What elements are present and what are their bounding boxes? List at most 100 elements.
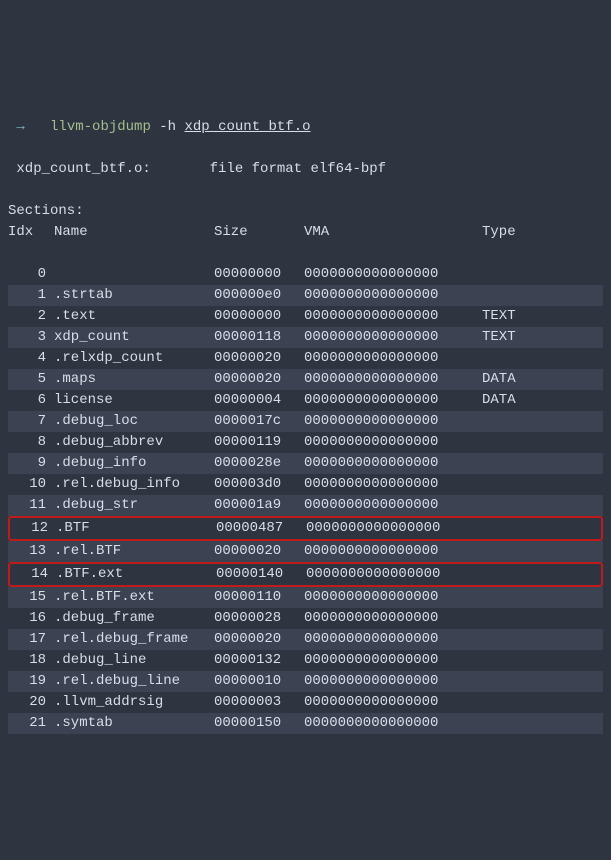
filename-label: xdp_count_btf.o: xyxy=(16,161,150,177)
row-size: 000001a9 xyxy=(214,495,304,516)
table-row: 10.rel.debug_info000003d0000000000000000… xyxy=(8,474,603,495)
row-size: 00000140 xyxy=(216,564,306,585)
row-name: license xyxy=(54,390,214,411)
row-vma: 0000000000000000 xyxy=(304,306,482,327)
row-name: .debug_loc xyxy=(54,411,214,432)
prompt-line: → llvm-objdump -h xdp_count_btf.o xyxy=(8,119,311,135)
row-size: 00000000 xyxy=(214,264,304,285)
header-name: Name xyxy=(54,222,214,243)
row-idx: 18 xyxy=(8,650,46,671)
row-name: xdp_count xyxy=(54,327,214,348)
command-name: llvm-objdump xyxy=(50,119,151,135)
table-row: 9.debug_info0000028e0000000000000000 xyxy=(8,453,603,474)
row-vma: 0000000000000000 xyxy=(304,369,482,390)
row-idx: 10 xyxy=(8,474,46,495)
table-row: 1.strtab000000e00000000000000000 xyxy=(8,285,603,306)
row-size: 00000020 xyxy=(214,541,304,562)
row-size: 00000110 xyxy=(214,587,304,608)
row-size: 00000028 xyxy=(214,608,304,629)
row-vma: 0000000000000000 xyxy=(304,432,482,453)
row-name: .rel.debug_info xyxy=(54,474,214,495)
row-name: .llvm_addrsig xyxy=(54,692,214,713)
row-size: 000000e0 xyxy=(214,285,304,306)
row-size: 00000150 xyxy=(214,713,304,734)
table-row: 16.debug_frame000000280000000000000000 xyxy=(8,608,603,629)
row-idx: 12 xyxy=(10,518,48,539)
row-vma: 0000000000000000 xyxy=(304,608,482,629)
row-name: .rel.debug_line xyxy=(54,671,214,692)
sections-label: Sections: xyxy=(8,203,84,219)
row-idx: 5 xyxy=(8,369,46,390)
row-idx: 7 xyxy=(8,411,46,432)
file-format-label: file format xyxy=(210,161,302,177)
row-name: .debug_str xyxy=(54,495,214,516)
row-idx: 20 xyxy=(8,692,46,713)
row-type: DATA xyxy=(482,390,516,411)
row-idx: 6 xyxy=(8,390,46,411)
table-row: 7 .debug_loc0000017c0000000000000000 xyxy=(8,411,603,432)
row-vma: 0000000000000000 xyxy=(304,713,482,734)
row-size: 0000017c xyxy=(214,411,304,432)
row-vma: 0000000000000000 xyxy=(304,390,482,411)
row-idx: 2 xyxy=(8,306,46,327)
row-idx: 14 xyxy=(10,564,48,585)
table-row: 6license000000040000000000000000DATA xyxy=(8,390,603,411)
file-format-line: xdp_count_btf.o: file format elf64-bpf xyxy=(8,161,386,177)
row-name: .BTF.ext xyxy=(56,564,216,585)
row-vma: 0000000000000000 xyxy=(304,474,482,495)
row-vma: 0000000000000000 xyxy=(304,411,482,432)
row-idx: 11 xyxy=(8,495,46,516)
row-size: 00000020 xyxy=(214,629,304,650)
row-idx: 9 xyxy=(8,453,46,474)
table-row: 20 .llvm_addrsig000000030000000000000000 xyxy=(8,692,603,713)
row-size: 00000487 xyxy=(216,518,306,539)
row-name: .symtab xyxy=(54,713,214,734)
row-size: 00000119 xyxy=(214,432,304,453)
row-vma: 0000000000000000 xyxy=(304,264,482,285)
row-idx: 16 xyxy=(8,608,46,629)
table-body: 00000000000000000000000001.strtab000000e… xyxy=(8,264,603,734)
header-vma: VMA xyxy=(304,222,482,243)
table-row: 12 .BTF000004870000000000000000 xyxy=(8,516,603,541)
row-idx: 17 xyxy=(8,629,46,650)
row-idx: 1 xyxy=(8,285,46,306)
row-idx: 0 xyxy=(8,264,46,285)
table-row: 3xdp_count000001180000000000000000TEXT xyxy=(8,327,603,348)
row-idx: 3 xyxy=(8,327,46,348)
row-vma: 0000000000000000 xyxy=(306,564,484,585)
table-row: 11.debug_str000001a90000000000000000 xyxy=(8,495,603,516)
row-vma: 0000000000000000 xyxy=(304,692,482,713)
command-arg: xdp_count_btf.o xyxy=(184,119,310,135)
row-size: 00000132 xyxy=(214,650,304,671)
header-type: Type xyxy=(482,222,516,243)
row-name: .relxdp_count xyxy=(54,348,214,369)
row-type: TEXT xyxy=(482,306,516,327)
row-name: .BTF xyxy=(56,518,216,539)
row-size: 00000118 xyxy=(214,327,304,348)
table-row: 13.rel.BTF000000200000000000000000 xyxy=(8,541,603,562)
table-row: 18.debug_line000001320000000000000000 xyxy=(8,650,603,671)
row-size: 00000020 xyxy=(214,369,304,390)
row-name: .rel.BTF xyxy=(54,541,214,562)
row-vma: 0000000000000000 xyxy=(304,285,482,306)
row-name: .debug_info xyxy=(54,453,214,474)
row-name: .rel.BTF.ext xyxy=(54,587,214,608)
row-name: .maps xyxy=(54,369,214,390)
row-vma: 0000000000000000 xyxy=(304,650,482,671)
prompt-arrow-icon: → xyxy=(16,119,24,135)
row-size: 00000020 xyxy=(214,348,304,369)
header-idx: Idx xyxy=(8,222,46,243)
table-row: 8.debug_abbrev000001190000000000000000 xyxy=(8,432,603,453)
table-row: 17.rel.debug_frame0000002000000000000000… xyxy=(8,629,603,650)
row-name: .text xyxy=(54,306,214,327)
table-header: IdxNameSizeVMAType xyxy=(8,222,603,243)
row-size: 00000003 xyxy=(214,692,304,713)
row-idx: 19 xyxy=(8,671,46,692)
row-idx: 21 xyxy=(8,713,46,734)
row-vma: 0000000000000000 xyxy=(304,348,482,369)
row-vma: 0000000000000000 xyxy=(304,541,482,562)
table-row: 21 .symtab000001500000000000000000 xyxy=(8,713,603,734)
row-size: 0000028e xyxy=(214,453,304,474)
table-row: 14 .BTF.ext000001400000000000000000 xyxy=(8,562,603,587)
row-vma: 0000000000000000 xyxy=(306,518,484,539)
